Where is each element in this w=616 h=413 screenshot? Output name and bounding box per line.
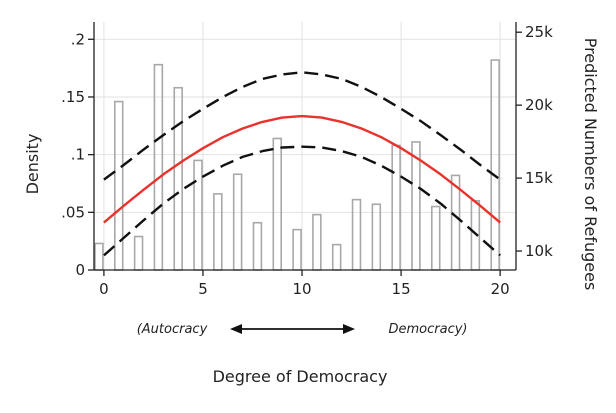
grid-lines xyxy=(94,22,516,271)
series-line-predicted xyxy=(103,114,501,224)
democracy-label: Democracy) xyxy=(389,322,468,337)
histogram-bar xyxy=(114,100,124,271)
histogram-bar xyxy=(391,144,401,271)
double-arrow-icon xyxy=(230,324,355,334)
histogram-bar xyxy=(232,173,243,271)
histogram-bar xyxy=(411,141,421,271)
x-tick-label: 10 xyxy=(292,280,311,298)
histogram-bar xyxy=(193,159,203,271)
y-axis-title: Density xyxy=(23,134,42,195)
histogram-bar xyxy=(371,203,382,271)
histogram-bar xyxy=(490,59,500,271)
y-tick-label: .15 xyxy=(61,88,85,106)
histogram-bar xyxy=(292,228,302,271)
histogram-bar xyxy=(94,242,104,271)
autocracy-label: (Autocracy xyxy=(137,322,208,337)
x-tick-label: 20 xyxy=(491,280,510,298)
histogram-bar xyxy=(252,221,263,271)
series-lines xyxy=(103,71,501,257)
y2-tick-label: 10k xyxy=(525,242,553,260)
histogram-bar xyxy=(331,243,342,271)
histogram-bars xyxy=(94,59,500,271)
x-axis-title: Degree of Democracy xyxy=(213,367,388,386)
histogram-bar xyxy=(351,198,362,271)
y2-tick-label: 15k xyxy=(525,169,553,187)
histogram-bar xyxy=(173,86,183,271)
histogram-bar xyxy=(213,193,223,271)
y-tick-label: .2 xyxy=(71,30,85,48)
x-tick-label: 0 xyxy=(99,280,109,298)
series-line-lower-ci xyxy=(103,145,501,257)
histogram-bar xyxy=(431,205,441,271)
x-tick-label: 5 xyxy=(198,280,208,298)
histogram-bar xyxy=(312,213,322,271)
x-tick-label: 15 xyxy=(392,280,411,298)
histogram-bar xyxy=(133,235,144,271)
y-tick-label: 0 xyxy=(75,261,85,279)
y2-tick-label: 20k xyxy=(525,96,553,114)
y-tick-label: .05 xyxy=(61,203,85,221)
axes: 0 .05 .1 .15 .2 10k 15k 20k 25k 0 5 10 15 20 xyxy=(61,22,553,298)
histogram-bar xyxy=(153,63,164,271)
y2-axis-title: Predicted Numbers of Refugees xyxy=(581,38,600,291)
histogram-bar xyxy=(272,137,283,271)
y-tick-label: .1 xyxy=(71,146,85,164)
y2-tick-label: 25k xyxy=(525,23,553,41)
